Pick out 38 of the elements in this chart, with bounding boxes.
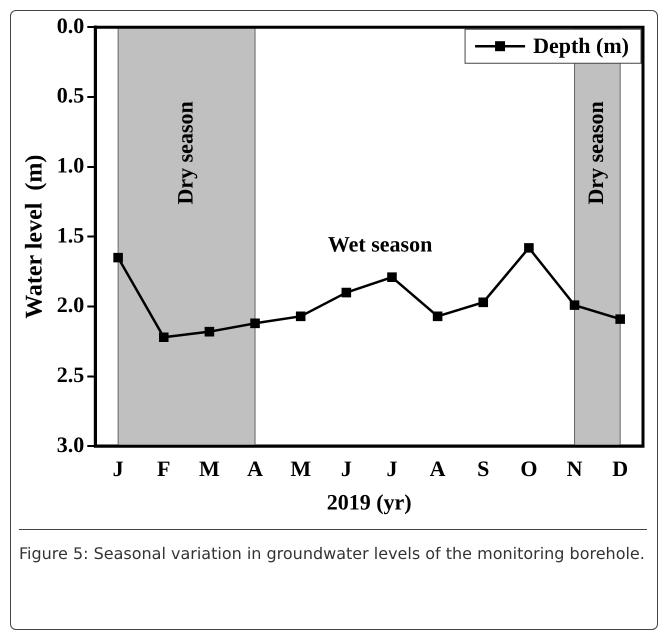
point [615,314,625,324]
point [113,252,123,262]
x-tick-label: D [612,456,628,482]
x-tick-label: A [247,456,264,482]
x-tick-label: A [430,456,446,482]
y-tick-label: 2.5 [56,362,84,388]
y-tick-label: 2.0 [56,292,84,318]
legend-label: Depth (m) [533,32,630,58]
y-axis-title: Water level (m) [22,154,48,319]
y-tick-label: 1.0 [56,152,84,178]
y-tick-label: 0.0 [56,12,84,38]
point [478,298,488,308]
x-tick-label: O [520,456,538,482]
x-tick-label: M [290,456,312,482]
point [432,312,442,322]
point [250,318,260,328]
x-tick-label: S [477,456,490,482]
x-tick-label: M [199,456,220,482]
x-tick-label: N [566,456,583,482]
band-label: Dry season [172,101,198,205]
point [387,272,397,282]
x-tick-label: J [340,456,352,482]
point [296,312,306,322]
point [570,300,580,310]
y-tick-label: 3.0 [56,432,84,457]
x-axis-title: 2019 (yr) [326,489,412,514]
y-tick-label: 0.5 [56,82,84,108]
x-tick-label: J [112,456,124,482]
point [342,288,352,298]
annotation: Wet season [328,231,432,256]
x-tick-label: F [157,456,170,482]
y-tick-label: 1.5 [56,222,84,248]
caption: Figure 5: Seasonal variation in groundwater levels of the monitoring borehole. [19,529,647,566]
point [158,332,169,342]
x-tick-label: J [386,456,398,482]
point [524,243,534,253]
point [204,326,214,336]
band-label: Dry season [583,101,608,205]
